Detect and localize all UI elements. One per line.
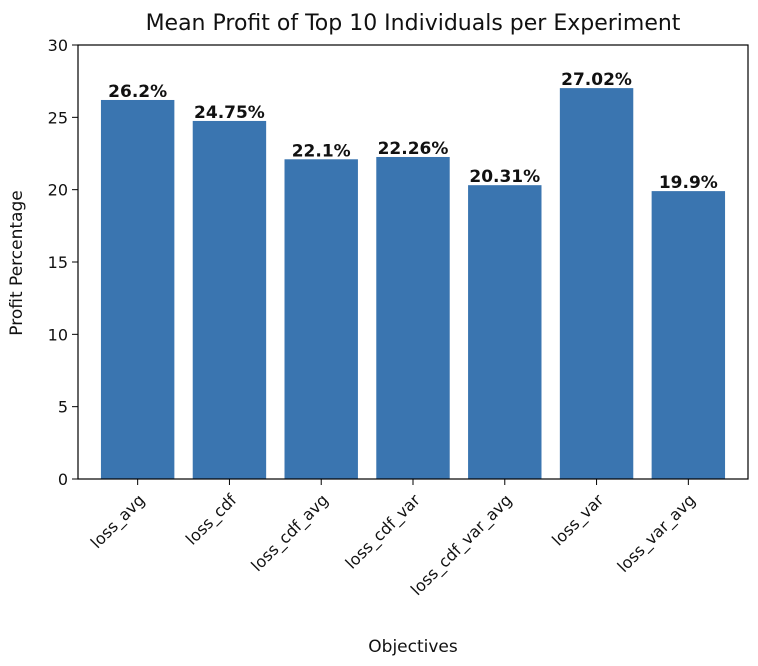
bar-value-label: 27.02% — [561, 70, 632, 90]
x-tick-label: loss_var — [548, 490, 608, 550]
y-tick-label: 25 — [48, 108, 68, 127]
bar-value-label: 26.2% — [108, 82, 167, 102]
bar — [468, 185, 542, 479]
x-tick-label: loss_avg — [87, 490, 149, 552]
bar — [376, 156, 450, 480]
y-tick-label: 15 — [48, 253, 68, 272]
x-tick-label: loss_var_avg — [613, 490, 699, 576]
plot-area: 26.2% loss_avg 24.75% loss_cdf 22.1% loss_cdf… — [48, 36, 749, 600]
x-tick-label: loss_cdf_avg — [247, 490, 333, 576]
x-tick-label: loss_cdf_var_avg — [407, 490, 516, 599]
bar — [192, 120, 267, 479]
y-tick-label: 30 — [48, 36, 68, 55]
x-axis-label: Objectives — [368, 637, 458, 657]
y-axis-label: Profit Percentage — [7, 190, 27, 335]
x-tick-label: loss_cdf_var — [342, 490, 425, 573]
bar-value-label: 24.75% — [194, 103, 265, 123]
y-tick-label: 20 — [48, 181, 68, 200]
y-tick-label: 5 — [58, 398, 68, 417]
bar — [559, 88, 634, 480]
bar — [284, 159, 358, 479]
bar-value-label: 19.9% — [659, 173, 718, 193]
plot-frame — [77, 44, 749, 480]
x-tick-label: loss_cdf — [182, 490, 241, 549]
y-tick-label: 0 — [58, 470, 68, 489]
bar-value-label: 22.1% — [292, 141, 351, 161]
bar-value-label: 20.31% — [469, 167, 540, 187]
chart-title: Mean Profit of Top 10 Individuals per Ex… — [146, 11, 681, 36]
bar — [100, 99, 175, 480]
bar-value-label: 22.26% — [378, 139, 449, 159]
y-tick-label: 10 — [48, 325, 68, 344]
bar — [651, 191, 726, 479]
